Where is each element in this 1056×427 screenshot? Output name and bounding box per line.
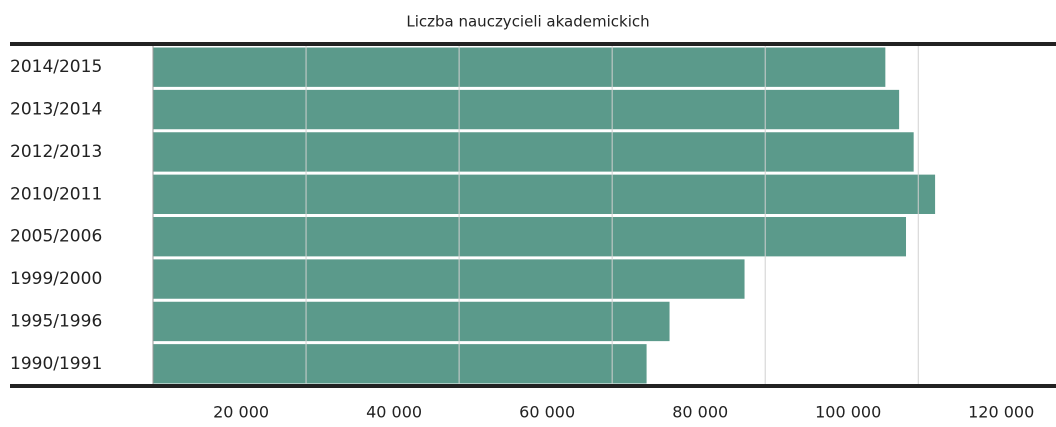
y-tick-label: 2005/2006: [10, 227, 102, 247]
bar: [153, 132, 914, 172]
y-tick-label: 1990/1991: [10, 354, 102, 374]
x-tick-label: 60 000: [519, 403, 575, 422]
x-tick-label: 100 000: [815, 403, 881, 422]
chart-title: Liczba nauczycieli akademickich: [406, 13, 649, 31]
y-tick-label: 2010/2011: [10, 184, 102, 204]
y-tick-label: 2013/2014: [10, 100, 102, 120]
y-tick-label: 1995/1996: [10, 311, 102, 331]
bar: [153, 259, 745, 299]
bar: [153, 344, 647, 384]
y-tick-label: 2014/2015: [10, 57, 102, 77]
y-tick-label: 1999/2000: [10, 269, 102, 289]
bar: [153, 301, 670, 342]
x-tick-label: 80 000: [672, 403, 728, 422]
x-tick-label: 20 000: [213, 403, 269, 422]
bar: [153, 47, 886, 87]
bar: [153, 217, 907, 257]
bar: [153, 89, 900, 130]
bar: [153, 174, 936, 214]
x-tick-label: 40 000: [366, 403, 422, 422]
y-tick-label: 2012/2013: [10, 142, 102, 162]
x-tick-label: 120 000: [968, 403, 1034, 422]
